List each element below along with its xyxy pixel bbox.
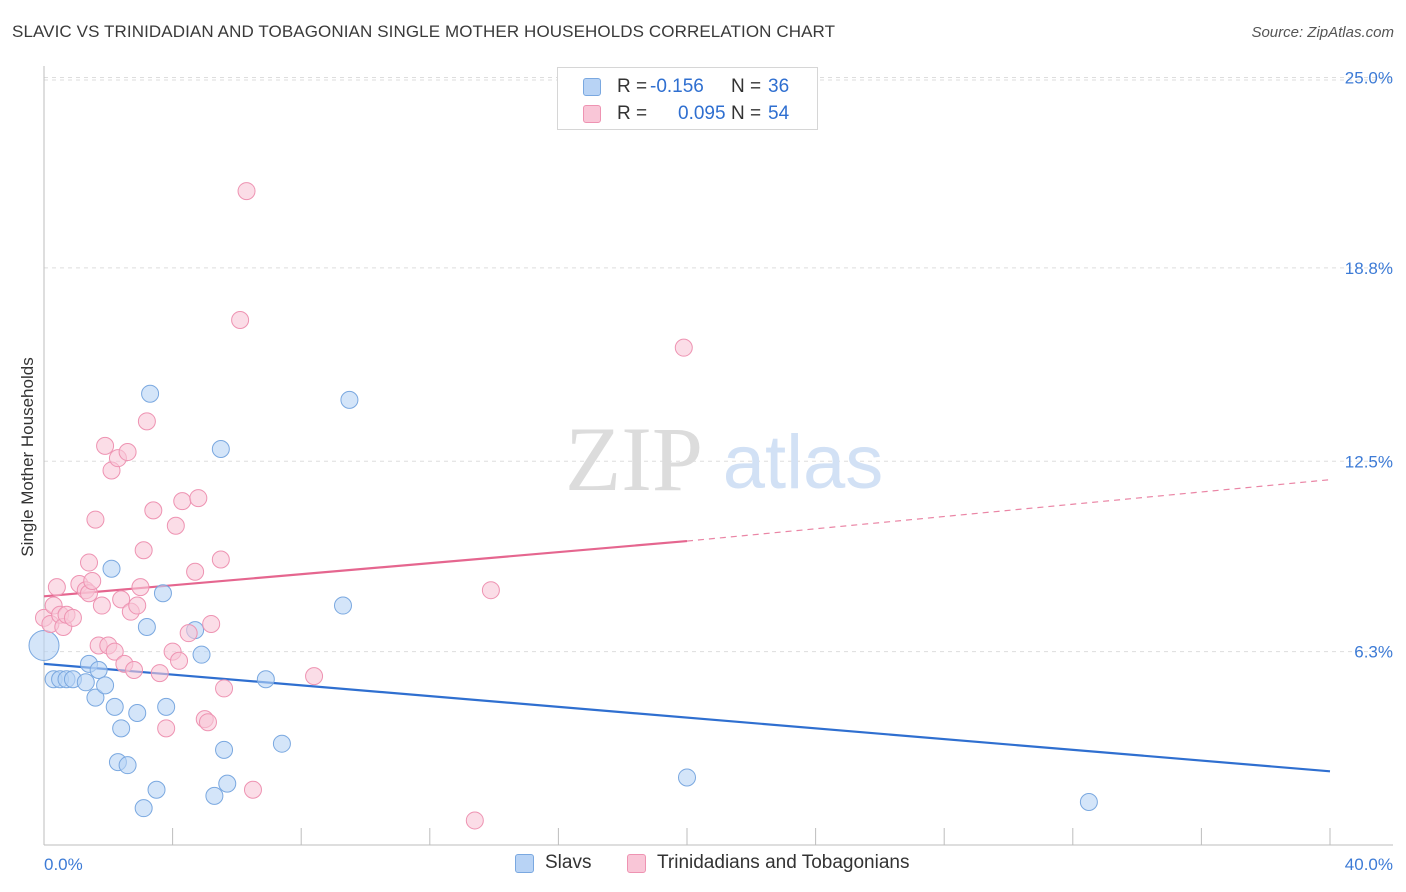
point-trini	[128, 596, 147, 615]
point-trini	[157, 719, 176, 738]
x-tick-label-max: 40.0%	[1345, 855, 1393, 874]
legend-n-value: 54	[768, 103, 790, 124]
point-trini	[237, 182, 256, 201]
point-slavs	[192, 645, 211, 664]
point-trini	[202, 614, 221, 633]
point-trini	[481, 581, 500, 600]
point-trini	[173, 492, 192, 511]
point-trini	[243, 780, 262, 799]
point-trini	[198, 713, 217, 732]
point-trini	[215, 679, 234, 698]
point-slavs	[1079, 793, 1098, 812]
y-tick-label: 18.8%	[1345, 259, 1393, 278]
legend-n-label: N =	[731, 76, 762, 97]
trend-extension-trini	[686, 479, 1331, 542]
legend-n-value: 36	[768, 76, 790, 97]
point-trini	[189, 489, 208, 508]
trend-line-trini	[43, 539, 688, 598]
point-slavs	[205, 786, 224, 805]
y-tick-label: 25.0%	[1345, 69, 1393, 88]
y-tick-label: 12.5%	[1345, 452, 1393, 471]
trend-line-slavs	[43, 662, 1331, 773]
point-slavs	[333, 596, 352, 615]
point-slavs	[105, 697, 124, 716]
point-slavs	[256, 670, 275, 689]
legend-r-value: 0.095	[678, 103, 726, 124]
trend-lines	[43, 479, 1331, 773]
point-slavs	[141, 384, 160, 403]
point-slavs	[137, 618, 156, 637]
point-trini	[47, 578, 66, 597]
point-slavs	[89, 661, 108, 680]
y-tick-label: 6.3%	[1354, 643, 1393, 662]
chart-title: SLAVIC VS TRINIDADIAN AND TOBAGONIAN SIN…	[12, 22, 836, 41]
point-trini	[96, 436, 115, 455]
point-trini	[80, 553, 99, 572]
point-trini	[674, 338, 693, 357]
watermark: ZIP atlas	[565, 408, 883, 510]
point-slavs	[96, 676, 115, 695]
legend-swatch-blue	[583, 78, 601, 96]
point-trini	[112, 590, 131, 609]
point-trini	[465, 811, 484, 830]
point-trini	[125, 661, 144, 680]
point-trini	[105, 642, 124, 661]
point-trini	[134, 541, 153, 560]
point-slavs	[211, 439, 230, 458]
legend-swatch-pink	[583, 105, 601, 123]
point-slavs	[128, 703, 147, 722]
point-slavs	[102, 559, 121, 578]
point-slavs	[86, 688, 105, 707]
point-trini	[83, 571, 102, 590]
tick-labels: 6.3% 12.5% 18.8% 25.0% 0.0% 40.0%	[44, 69, 1393, 875]
legend-label-trini: Trinidadians and Tobagonians	[657, 852, 910, 873]
point-slavs	[157, 697, 176, 716]
point-slavs	[118, 756, 137, 775]
gridlines	[44, 77, 1393, 653]
point-trini	[179, 624, 198, 643]
legend-r-label: R =	[617, 76, 648, 97]
point-trini	[231, 311, 250, 330]
series-legend: Slavs Trinidadians and Tobagonians	[0, 852, 1406, 878]
point-trini	[170, 651, 189, 670]
point-trini	[63, 608, 82, 627]
point-trini	[305, 667, 324, 686]
point-slavs	[215, 740, 234, 759]
data-points	[28, 182, 1098, 830]
point-slavs	[76, 673, 95, 692]
legend-n-label: N =	[731, 103, 762, 124]
legend-label-slavs: Slavs	[545, 852, 592, 873]
x-tick-label-min: 0.0%	[44, 855, 83, 874]
point-trini	[118, 443, 137, 462]
point-slavs	[147, 780, 166, 799]
point-trini	[166, 516, 185, 535]
legend-swatch-blue	[515, 854, 534, 873]
stats-legend: R = -0.156 N = 36 R = 0.095 N = 54	[557, 67, 818, 130]
legend-r-value: -0.156	[650, 76, 704, 97]
point-trini	[137, 412, 156, 431]
point-trini	[186, 562, 205, 581]
legend-swatch-pink	[627, 854, 646, 873]
axes	[43, 66, 1393, 846]
point-trini	[92, 596, 111, 615]
point-trini	[86, 510, 105, 529]
point-trini	[211, 550, 230, 569]
point-trini	[131, 578, 150, 597]
point-slavs	[678, 768, 696, 787]
point-slavs	[218, 774, 237, 793]
point-trini	[150, 664, 169, 683]
source-label: Source: ZipAtlas.com	[1251, 24, 1394, 41]
legend-r-label: R =	[617, 103, 648, 124]
watermark-atlas: atlas	[723, 420, 884, 505]
point-slavs	[28, 629, 60, 661]
point-slavs	[134, 799, 153, 818]
point-trini	[144, 501, 163, 520]
watermark-zip: ZIP	[565, 408, 703, 510]
point-slavs	[153, 584, 172, 603]
point-slavs	[112, 719, 131, 738]
point-slavs	[272, 734, 291, 753]
point-slavs	[340, 390, 359, 409]
